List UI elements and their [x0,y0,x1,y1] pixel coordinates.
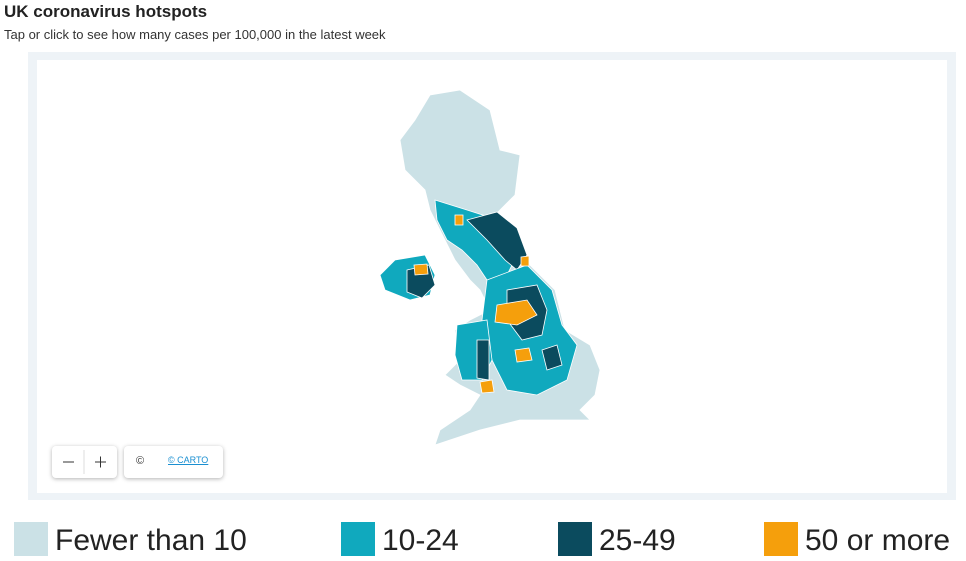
legend: Fewer than 10 10-24 25-49 50 or more [0,518,966,561]
title: UK coronavirus hotspots [4,2,208,21]
carto-link[interactable]: © CARTO [168,455,209,465]
region-orange[interactable] [413,263,429,276]
legend-swatch [14,522,48,556]
zoom-buttons [63,450,106,474]
attribution: © © CARTO [124,446,223,478]
zoom-control [52,446,117,478]
legend-swatch [764,522,798,556]
zoom-in[interactable] [95,456,106,468]
legend-swatch [341,522,375,556]
legend-label: 10-24 [382,524,459,557]
region-orange[interactable] [479,379,495,394]
region-dark[interactable] [476,339,490,381]
region-orange[interactable] [514,347,533,363]
region-dark[interactable] [541,344,563,371]
legend-label: Fewer than 10 [55,524,247,557]
map-canvas [379,89,601,446]
map[interactable]: © © CARTO [37,60,947,493]
copyright[interactable]: © [136,455,145,467]
region-orange[interactable] [520,255,530,267]
region-orange[interactable] [494,299,538,326]
legend-label: 50 or more [805,524,951,557]
legend-label: 25-49 [599,524,676,557]
legend-swatch [558,522,592,556]
subtitle: Tap or click to see how many cases per 1… [4,27,386,42]
map-frame: © © CARTO [28,52,956,500]
region-orange[interactable] [454,214,464,226]
